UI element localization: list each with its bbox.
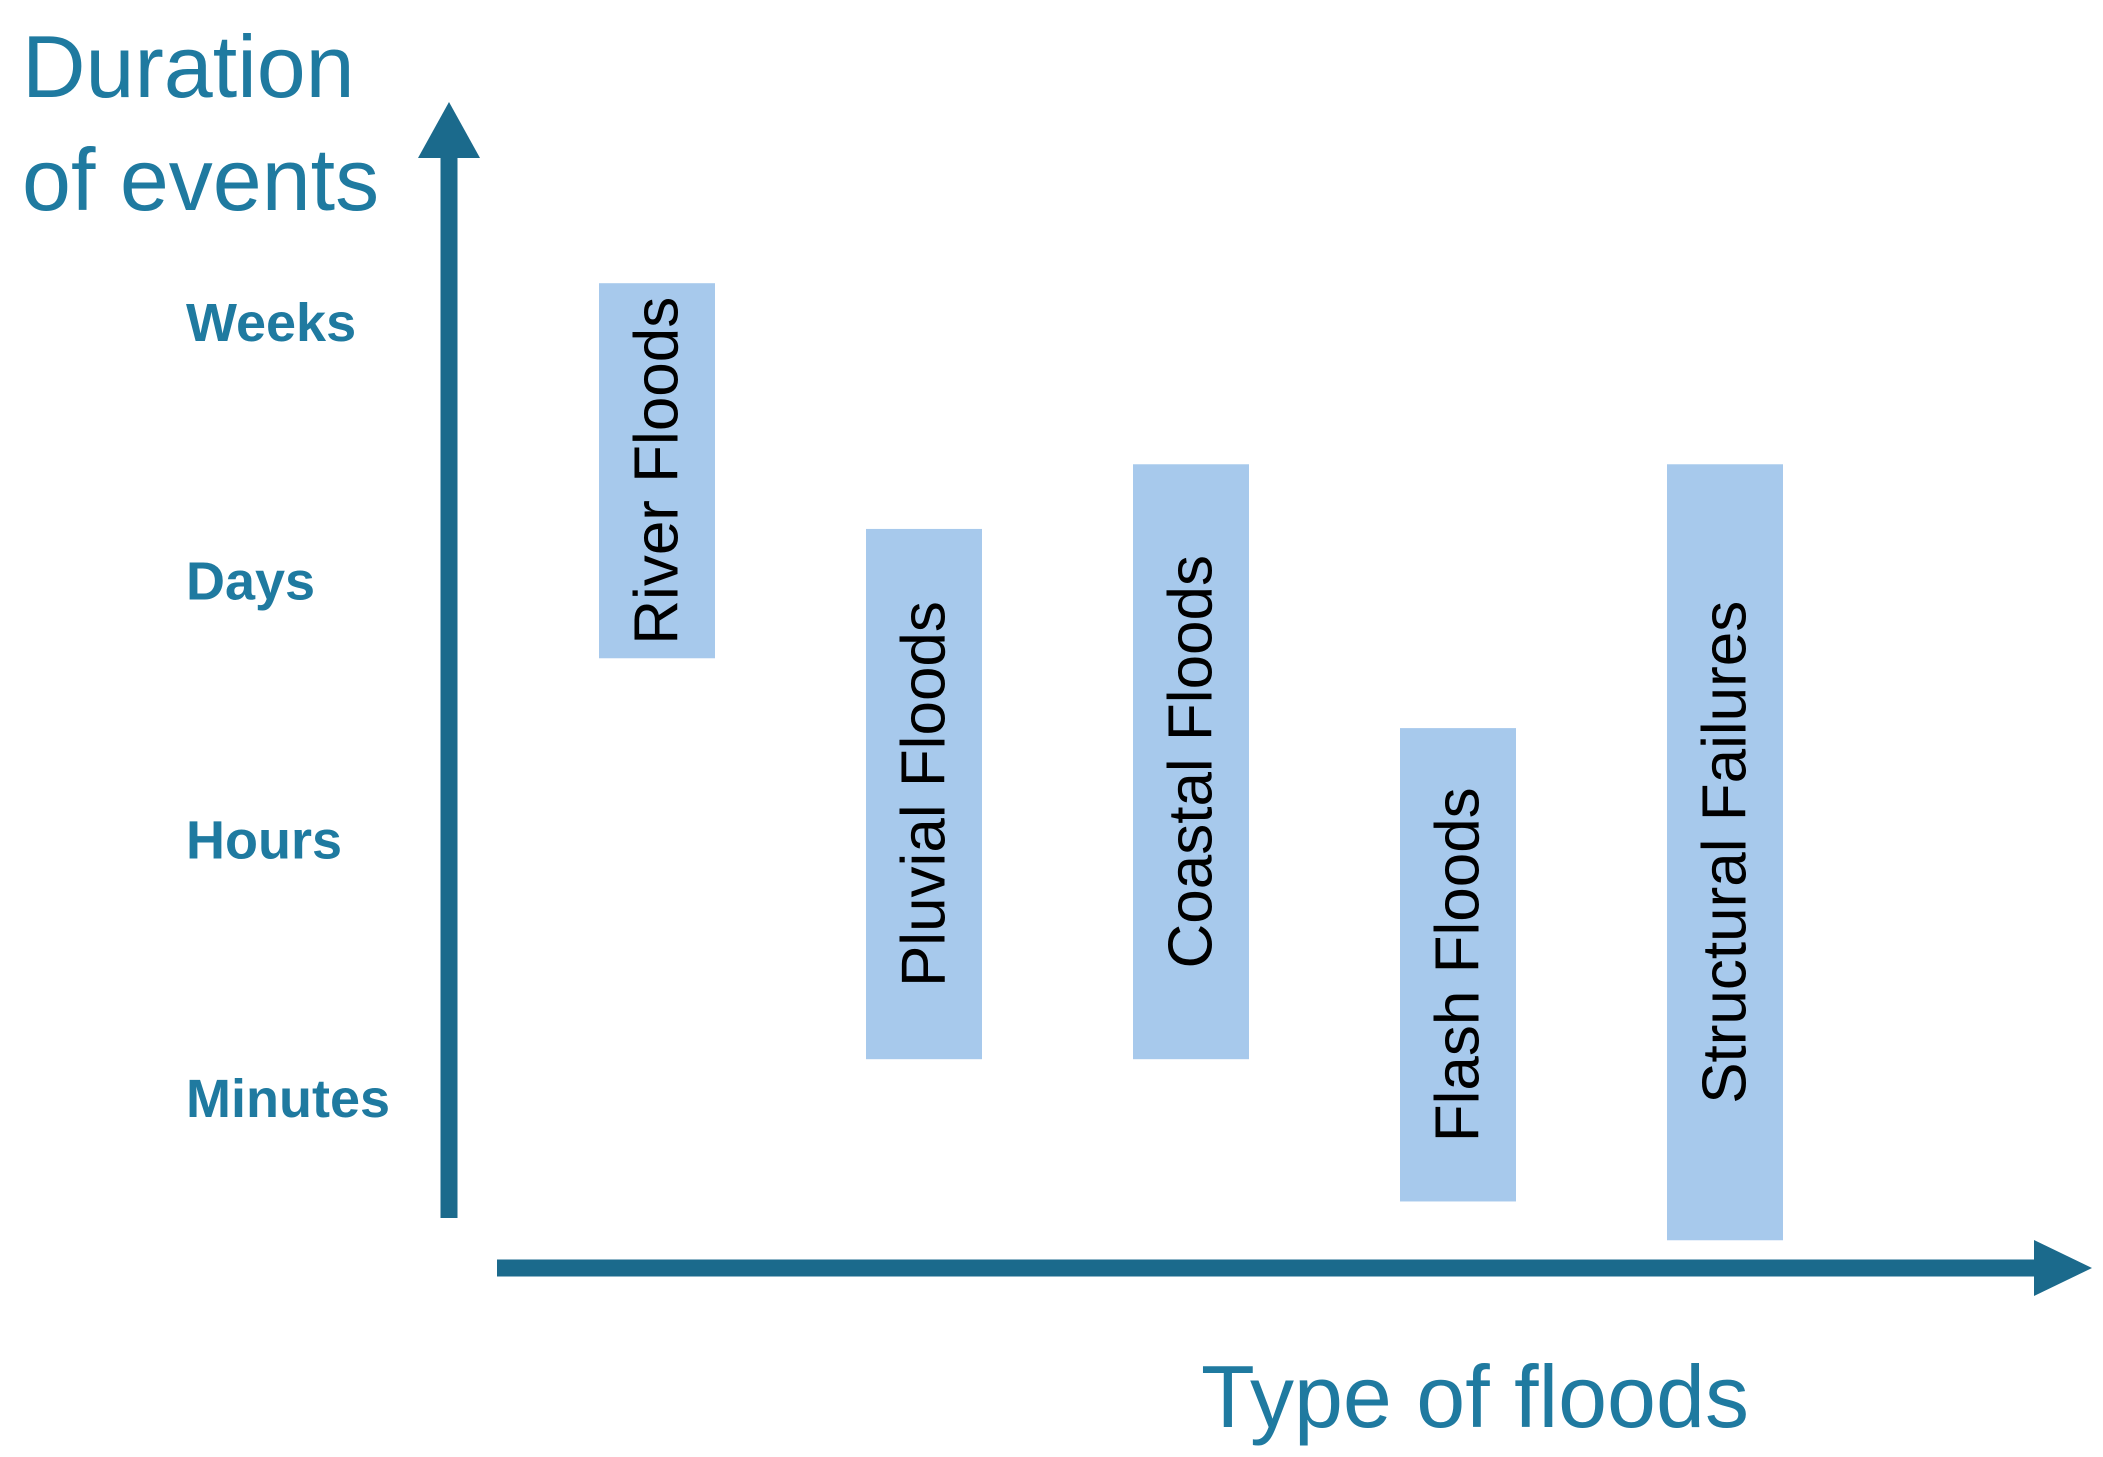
bar-label-coastal-floods: Coastal Floods — [1157, 555, 1226, 969]
y-tick-label-hours: Hours — [186, 810, 342, 870]
bar-flash-floods — [1400, 728, 1516, 1202]
bar-label-river-floods: River Floods — [623, 297, 692, 645]
y-tick-labels: Minutes Hours Days Weeks — [186, 293, 390, 1129]
bar-pluvial-floods — [866, 528, 982, 1060]
y-axis-title-line2: of events — [22, 130, 379, 229]
bar-label-structural-failures: Structural Failures — [1691, 601, 1760, 1104]
bar-label-pluvial-floods: Pluvial Floods — [890, 601, 959, 987]
x-axis-arrow — [2034, 1240, 2092, 1296]
y-tick-label-weeks: Weeks — [186, 293, 356, 353]
bar-coastal-floods — [1133, 464, 1249, 1060]
y-tick-label-minutes: Minutes — [186, 1069, 390, 1129]
bar-structural-failures — [1667, 464, 1783, 1241]
y-axis-arrow — [418, 102, 480, 158]
bar-river-floods — [599, 283, 715, 659]
y-axis-title-line1: Duration — [22, 17, 355, 116]
x-axis-title: Type of floods — [1201, 1347, 1749, 1446]
bar-label-flash-floods: Flash Floods — [1424, 787, 1493, 1142]
bars-group: River Floods Pluvial Floods Coastal Floods… — [599, 283, 1783, 1241]
y-tick-label-days: Days — [186, 552, 315, 612]
